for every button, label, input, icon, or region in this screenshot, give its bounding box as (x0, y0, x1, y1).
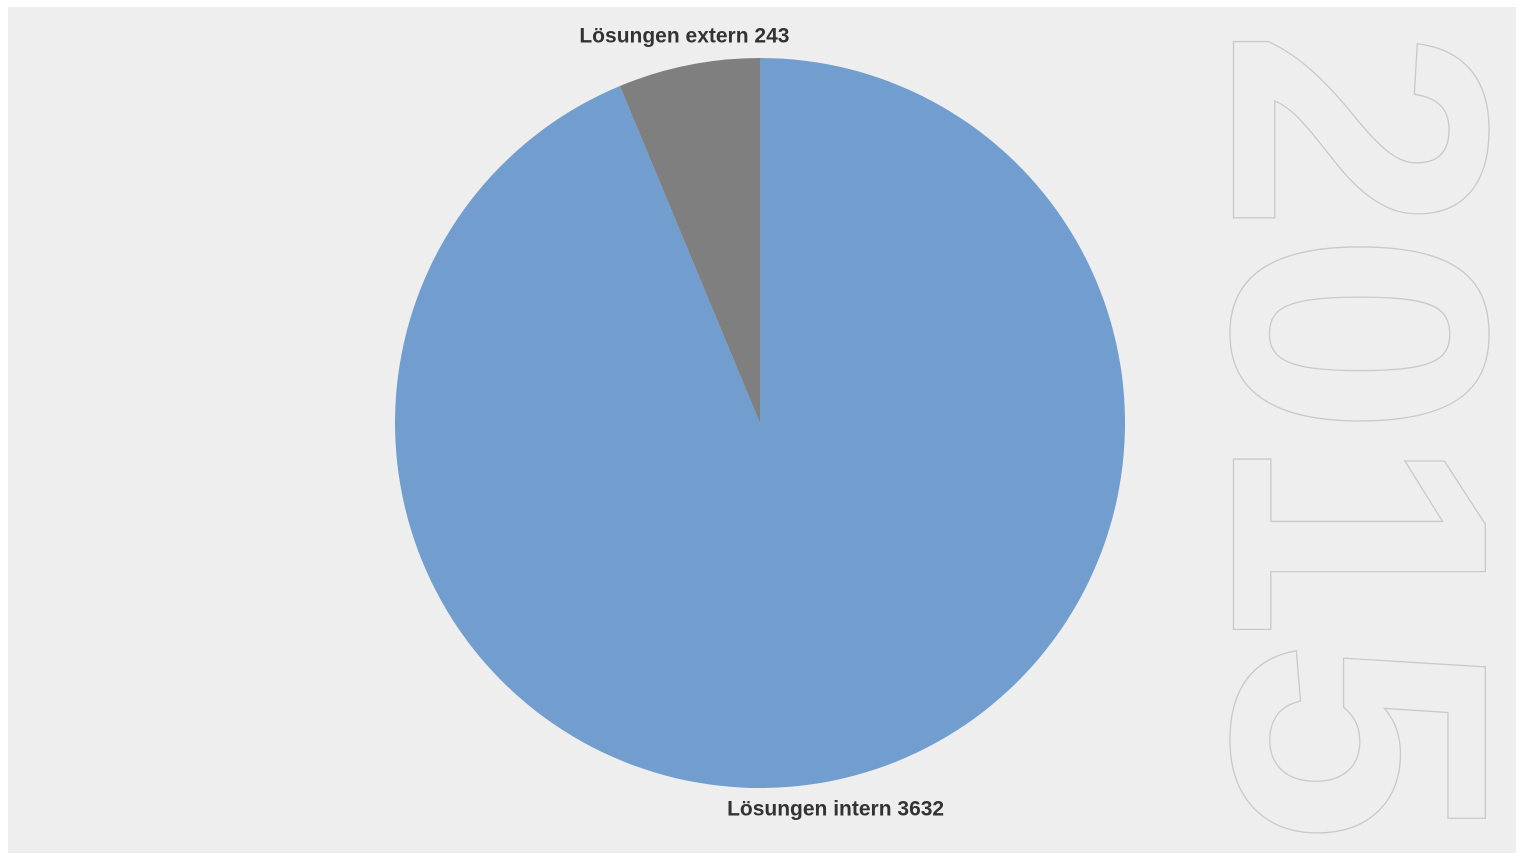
pie-slice-label-1: Lösungen intern 3632 (727, 798, 944, 821)
pie-labels: Lösungen intern 3632 Lösungen extern 243 (579, 24, 944, 820)
pie-slice-1 (395, 58, 1126, 788)
pie-slice-2 (619, 58, 760, 423)
pie-slice-label-2: Lösungen extern 243 (579, 24, 789, 47)
pie-slices (395, 58, 1126, 788)
year-watermark: 2015 (1156, 29, 1517, 843)
